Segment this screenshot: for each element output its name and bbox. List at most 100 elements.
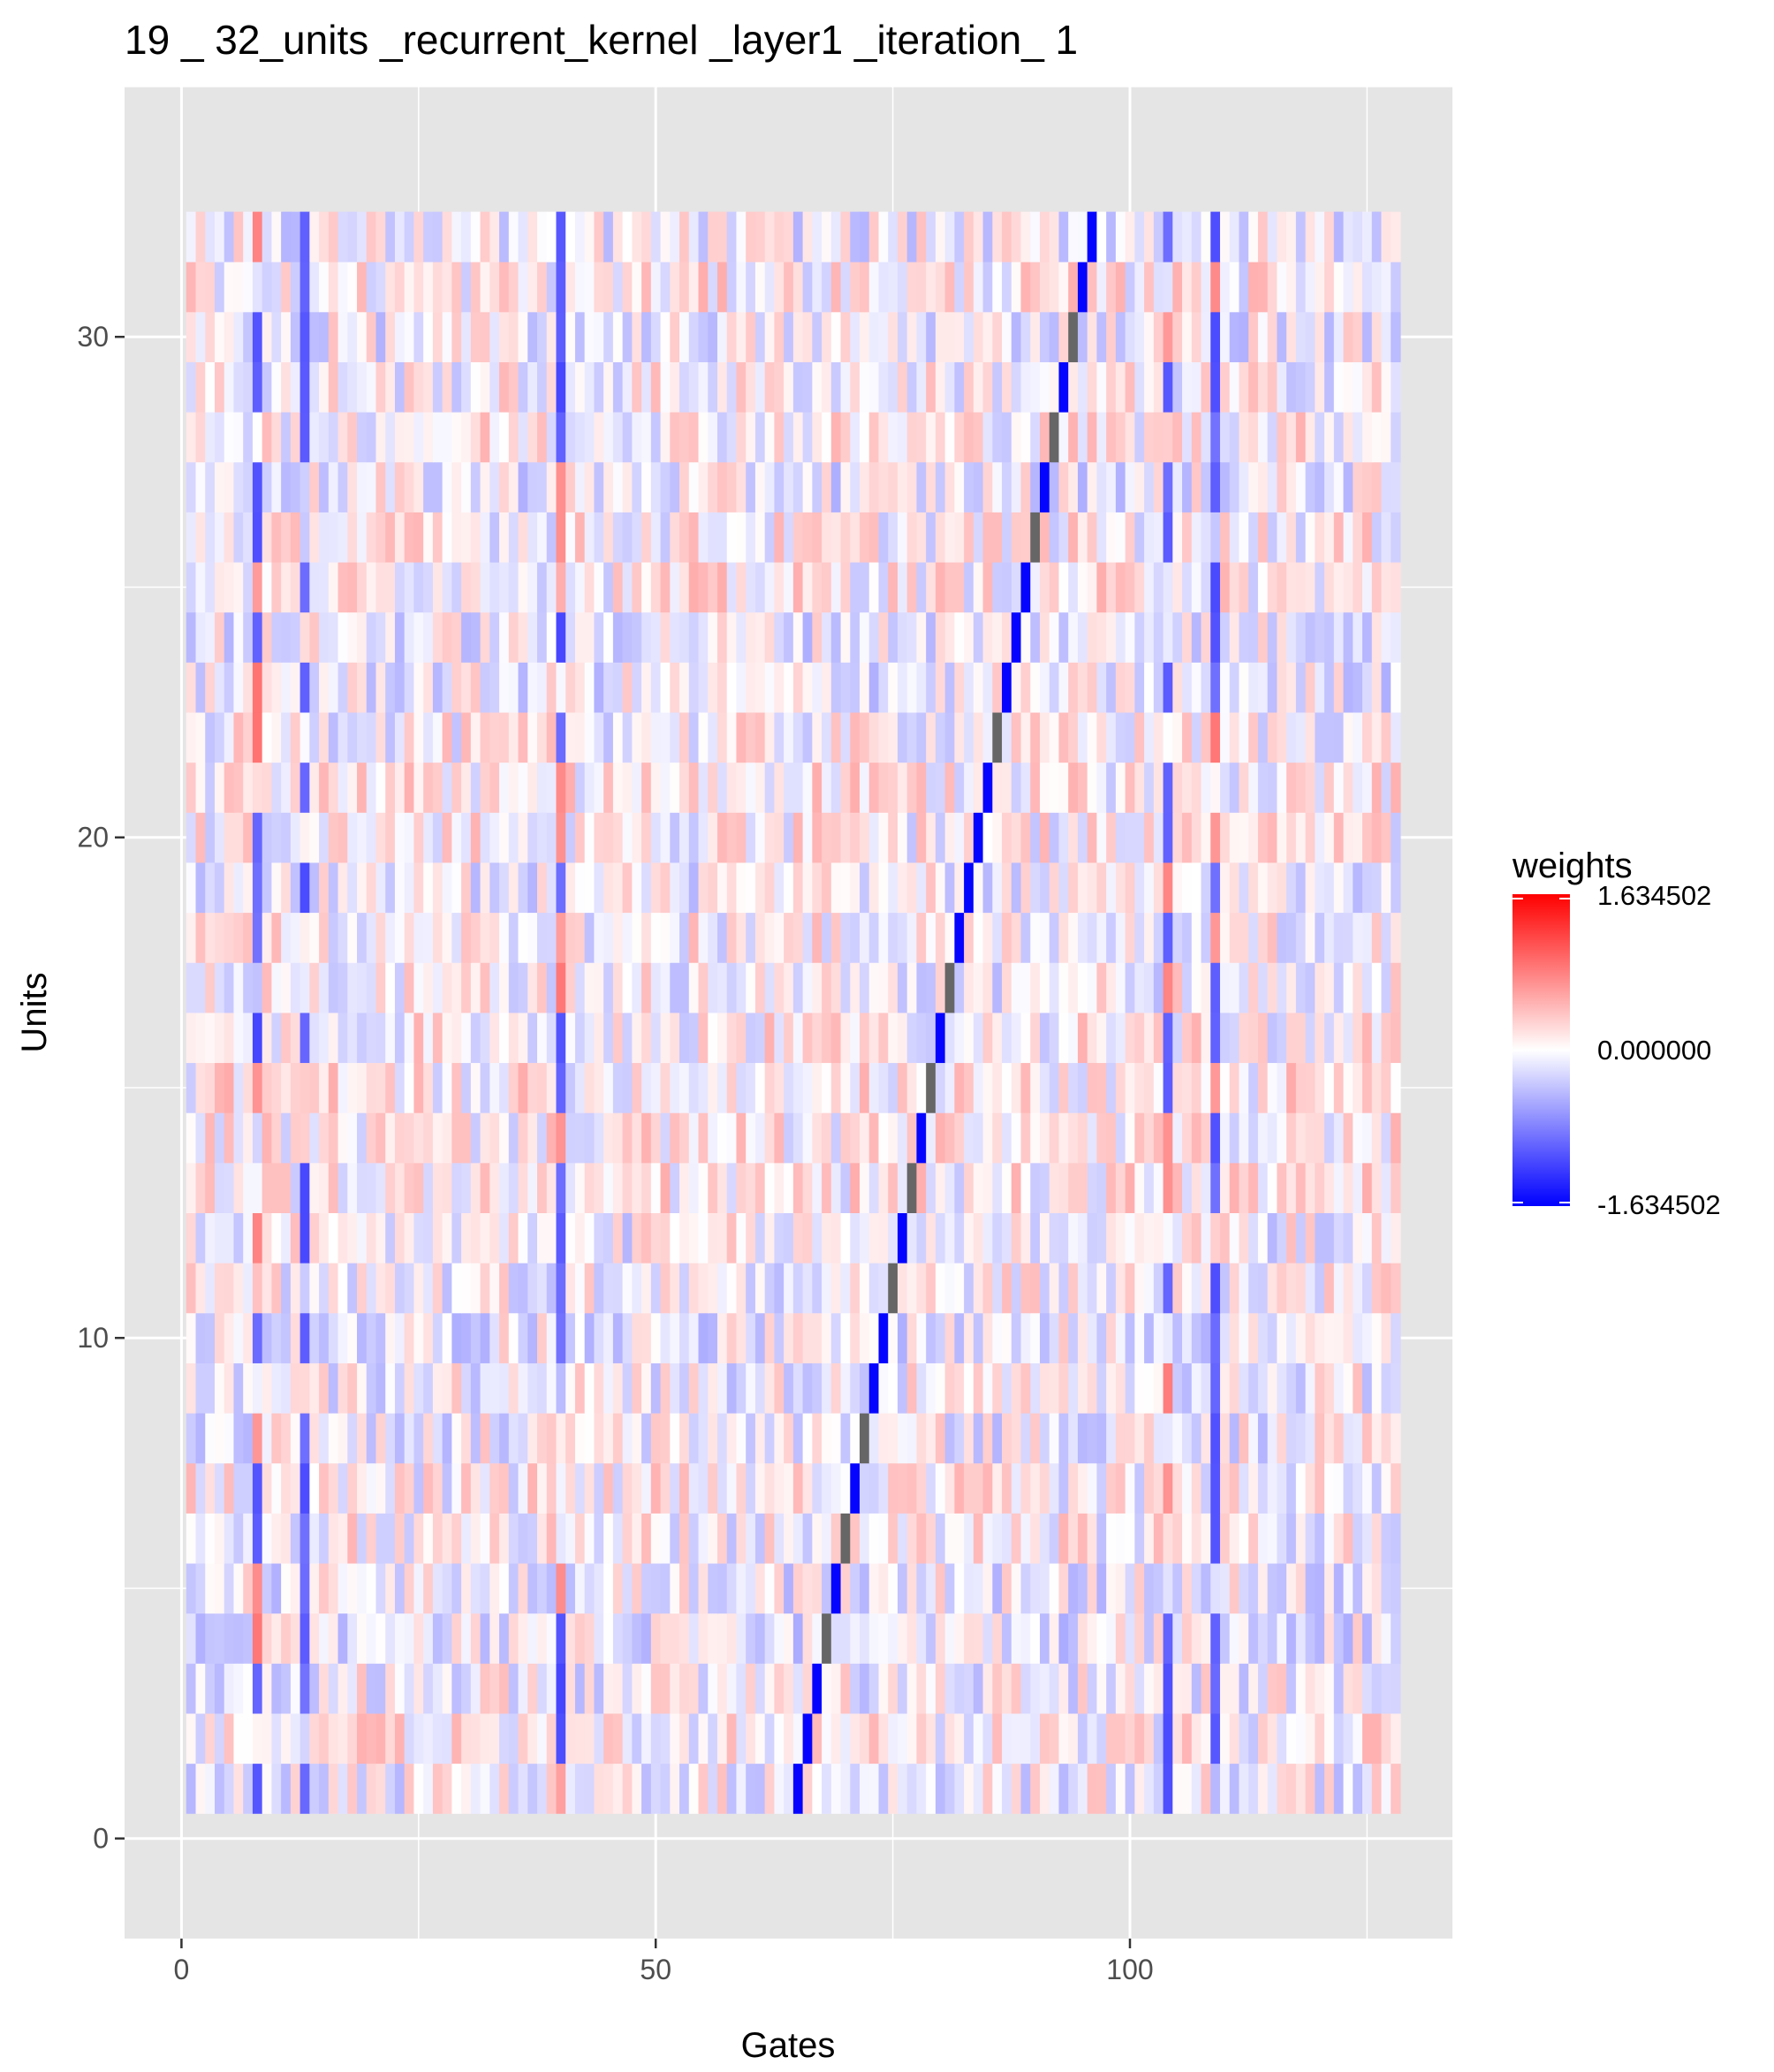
heatmap-cell [328, 262, 339, 313]
heatmap-cell [537, 1713, 548, 1765]
heatmap-cell [1040, 461, 1050, 512]
heatmap-cell [290, 1462, 301, 1514]
heatmap-cell [784, 1013, 794, 1064]
heatmap-cell [1030, 1312, 1041, 1363]
heatmap-cell [1002, 1162, 1012, 1213]
heatmap-cell [1040, 712, 1050, 763]
heatmap-cell [556, 662, 566, 713]
heatmap-cell [1144, 1062, 1155, 1113]
heatmap-cell [964, 1413, 974, 1464]
heatmap-cell [347, 562, 358, 613]
heatmap-cell [679, 1613, 690, 1664]
heatmap-cell [650, 1062, 662, 1113]
heatmap-cell [1182, 361, 1193, 413]
heatmap-cell [906, 1613, 918, 1664]
heatmap-cell [964, 762, 974, 813]
heatmap-cell [603, 1613, 614, 1664]
heatmap-cell [1277, 962, 1287, 1013]
heatmap-cell [1002, 862, 1012, 914]
heatmap-cell [271, 311, 282, 362]
heatmap-cell [347, 1563, 358, 1614]
heatmap-cell [584, 611, 595, 663]
heatmap-cell [802, 562, 813, 613]
heatmap-cell [992, 1763, 1003, 1814]
heatmap-cell [964, 412, 974, 463]
heatmap-cell [764, 1212, 775, 1264]
heatmap-cell [708, 812, 718, 863]
heatmap-cell [1257, 1763, 1269, 1814]
heatmap-cell [1153, 1263, 1164, 1314]
heatmap-cell [1115, 1162, 1126, 1213]
heatmap-cell [698, 412, 709, 463]
heatmap-cell [1068, 1613, 1079, 1664]
heatmap-cell [1049, 1413, 1060, 1464]
heatmap-cell [992, 1312, 1003, 1363]
heatmap-cell [243, 712, 254, 763]
heatmap-cell [281, 1663, 292, 1714]
heatmap-cell [366, 862, 377, 914]
heatmap-cell [840, 311, 851, 362]
heatmap-cell [1315, 461, 1325, 512]
heatmap-cell [1096, 311, 1107, 362]
heatmap-cell [802, 211, 813, 262]
heatmap-cell [1058, 1513, 1069, 1564]
heatmap-cell [1096, 962, 1107, 1013]
heatmap-cell [1002, 1713, 1012, 1765]
heatmap-cell [830, 562, 842, 613]
heatmap-cell [830, 1013, 842, 1064]
heatmap-cell [432, 412, 444, 463]
heatmap-cell [1239, 1162, 1249, 1213]
heatmap-cell [802, 262, 813, 313]
heatmap-cell [347, 1112, 358, 1164]
heatmap-cell [1248, 1312, 1259, 1363]
heatmap-cell [754, 611, 766, 663]
heatmap-cell [1134, 262, 1145, 313]
heatmap-cell [1163, 211, 1173, 262]
heatmap-cell [309, 1062, 320, 1113]
heatmap-cell [1295, 1713, 1307, 1765]
heatmap-cell [1333, 211, 1345, 262]
heatmap-cell [1030, 912, 1041, 963]
heatmap-cell [992, 461, 1003, 512]
heatmap-cell [328, 1413, 339, 1464]
heatmap-cell [812, 512, 823, 563]
heatmap-cell [1182, 1162, 1193, 1213]
heatmap-cell [1353, 1763, 1363, 1814]
heatmap-cell [461, 262, 472, 313]
heatmap-cell [337, 812, 348, 863]
heatmap-cell [252, 1663, 263, 1714]
heatmap-cell [1210, 1062, 1221, 1113]
heatmap-cell [774, 1212, 785, 1264]
heatmap-cell [546, 1613, 557, 1664]
heatmap-cell [897, 1162, 908, 1213]
heatmap-cell [792, 1212, 804, 1264]
heatmap-cell [716, 211, 728, 262]
heatmap-cell [1248, 512, 1259, 563]
heatmap-cell [708, 862, 718, 914]
heatmap-cell [480, 1263, 490, 1314]
heatmap-cell [1219, 562, 1231, 613]
heatmap-cell [764, 1312, 775, 1363]
heatmap-cell [404, 1462, 415, 1514]
heatmap-cell [1201, 1462, 1211, 1514]
heatmap-cell [992, 862, 1003, 914]
heatmap-cell [451, 1413, 462, 1464]
heatmap-cell [1058, 361, 1069, 413]
heatmap-cell [926, 361, 936, 413]
heatmap-cell [432, 1062, 444, 1113]
heatmap-cell [916, 1663, 927, 1714]
heatmap-cell [850, 562, 860, 613]
heatmap-cell [698, 361, 709, 413]
heatmap-cell [480, 262, 490, 313]
heatmap-cell [451, 1763, 462, 1814]
heatmap-cell [574, 262, 586, 313]
heatmap-cell [1068, 1263, 1079, 1314]
heatmap-cell [1286, 361, 1297, 413]
heatmap-cell [1286, 1263, 1297, 1314]
heatmap-cell [565, 962, 576, 1013]
heatmap-cell [205, 412, 216, 463]
heatmap-cell [394, 262, 406, 313]
heatmap-cell [916, 1362, 927, 1414]
heatmap-cell [726, 562, 738, 613]
heatmap-cell [546, 1413, 557, 1464]
